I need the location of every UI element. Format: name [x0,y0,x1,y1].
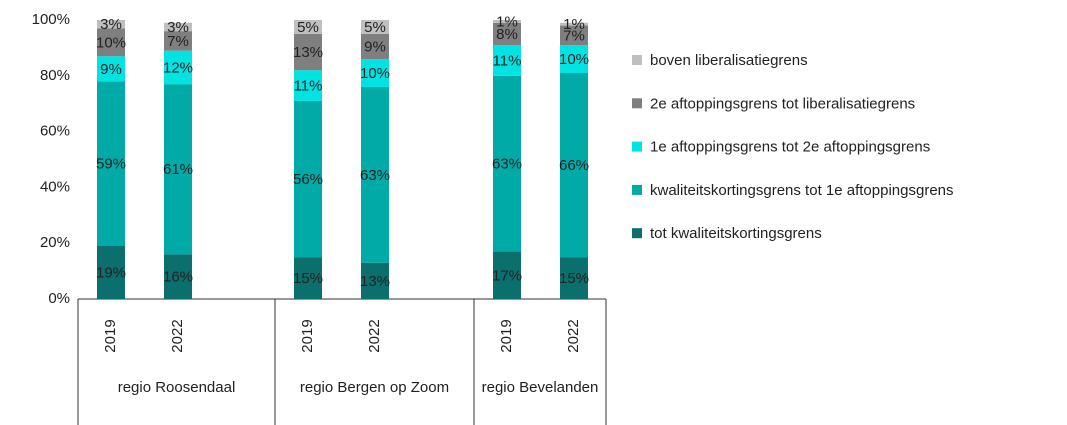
legend-label: kwaliteitskortingsgrens tot 1e aftopping… [650,182,954,199]
legend-swatch [632,141,642,152]
bar-segment [294,257,322,299]
data-label: 16% [163,269,193,286]
bar-segment [493,22,521,46]
bar-segment [294,70,322,101]
bar-segment [164,31,192,51]
bar-segment [361,86,389,263]
x-tick-label: 2022 [366,319,383,352]
legend-swatch [632,228,642,239]
legend-swatch [632,184,642,195]
bar-segment [361,33,389,60]
y-tick-label: 0% [48,290,70,307]
data-label: 3% [167,19,189,36]
data-label: 15% [293,270,323,287]
data-label: 10% [96,34,126,51]
legend-swatch [632,55,642,65]
data-label: 10% [360,65,390,82]
x-tick-label: 2019 [102,319,119,352]
bar-segment [493,251,521,299]
bar-segment [97,81,125,246]
bar-segment [493,75,521,252]
group-label: regio Bevelanden [481,379,599,396]
bar-segment [560,45,588,74]
y-tick-label: 40% [40,178,70,195]
legend-swatch [632,98,642,109]
data-label: 63% [360,167,390,184]
data-label: 9% [364,38,386,55]
bar-segment [560,257,588,299]
bar-segment [294,20,322,34]
data-label: 12% [163,59,193,76]
legend-label: 2e aftoppingsgrens tot liberalisatiegren… [650,95,915,112]
bar-segment [493,20,521,23]
bar-segment [97,245,125,299]
data-label: 9% [100,61,122,78]
y-tick-label: 100% [32,11,70,28]
x-tick-label: 2019 [299,319,316,352]
data-label: 56% [293,171,323,188]
data-label: 61% [163,161,193,178]
data-label: 10% [559,51,589,68]
bar-segment [361,20,389,34]
bar-segment [361,262,389,299]
data-label: 13% [293,44,323,61]
data-label: 59% [96,156,126,173]
x-tick-label: 2019 [498,319,515,352]
y-tick-label: 20% [40,234,70,251]
bar-segment [361,59,389,87]
bar-segment [164,254,192,299]
data-label: 15% [559,270,589,287]
data-label: 11% [493,52,522,69]
data-label: 63% [492,156,522,173]
group-label: regio Roosendaal [117,379,236,396]
bar-segment [294,33,322,71]
data-label: 8% [496,26,518,43]
data-label: 7% [167,33,189,50]
legend-label: boven liberalisatiegrens [650,52,808,69]
data-label: 3% [100,16,122,33]
bar-segment [164,22,192,32]
x-tick-label: 2022 [169,319,186,352]
data-label: 5% [364,19,386,36]
bar-segment [294,100,322,258]
data-label: 66% [559,157,589,174]
bar-segment [97,56,125,82]
bar-segment [164,50,192,85]
data-label: 11% [294,78,323,95]
data-label: 7% [563,27,585,44]
x-tick-label: 2022 [565,319,582,352]
group-label: regio Bergen op Zoom [299,379,450,396]
y-tick-label: 60% [40,123,70,140]
data-label: 13% [360,273,390,290]
bar-segment [97,20,125,29]
legend-label: tot kwaliteitskortingsgrens [650,225,822,242]
data-label: 5% [297,19,319,36]
bar-segment [493,45,521,76]
data-label: 1% [496,13,518,30]
y-tick-label: 80% [40,67,70,84]
data-label: 17% [492,267,522,284]
bar-segment [560,73,588,258]
data-label: 19% [96,264,126,281]
bar-segment [560,22,588,26]
bar-segment [164,84,192,255]
data-label: 1% [563,16,585,33]
bar-segment [560,25,588,46]
bar-segment [97,28,125,57]
legend-label: 1e aftoppingsgrens tot 2e aftoppingsgren… [650,139,930,156]
